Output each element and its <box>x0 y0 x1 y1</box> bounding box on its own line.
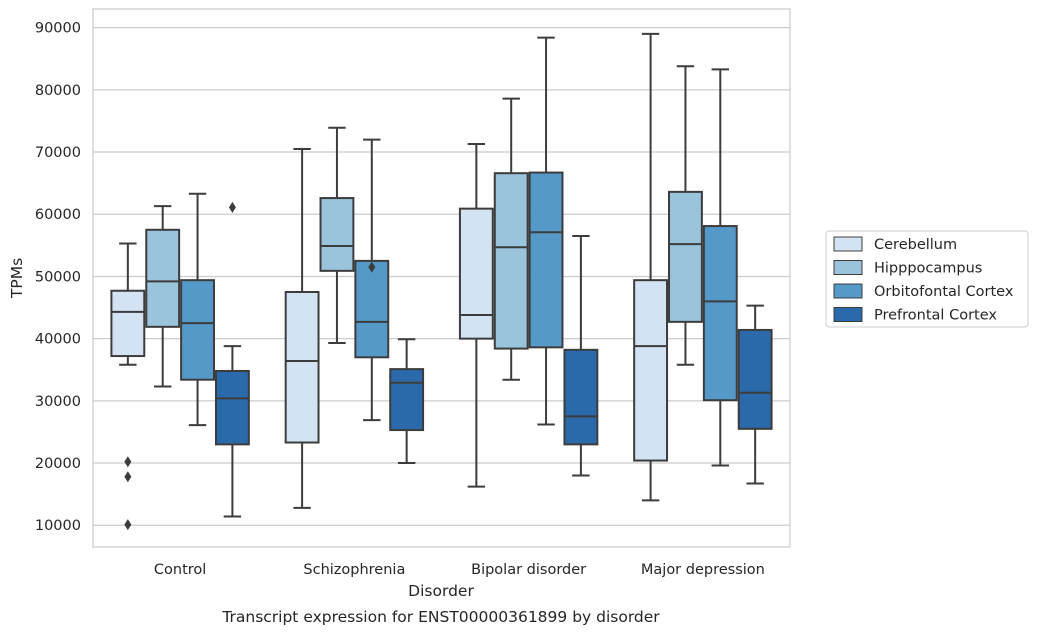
outlier-marker <box>124 519 132 531</box>
box-cerebellum <box>458 142 494 488</box>
y-tick-label: 50000 <box>35 269 81 285</box>
legend-swatch <box>833 260 863 275</box>
iqr-box <box>633 279 669 462</box>
iqr-box <box>702 225 738 402</box>
box-cerebellum <box>110 242 146 531</box>
iqr-box <box>563 348 599 446</box>
iqr-box <box>180 279 215 381</box>
legend-label: Hipppocampus <box>874 261 982 277</box>
iqr-box <box>737 328 773 430</box>
y-tick-label: 60000 <box>35 207 81 223</box>
y-tick-label: 30000 <box>35 394 81 410</box>
box-layer <box>110 32 773 531</box>
legend-swatch <box>833 283 863 299</box>
box-prefrontal-cortex <box>214 201 250 518</box>
outlier-marker <box>228 201 236 213</box>
box-cerebellum <box>284 147 320 509</box>
x-tick-label: Major depression <box>641 562 765 578</box>
legend-label: Orbitofontal Cortex <box>874 284 1014 300</box>
legend-swatch <box>833 307 863 322</box>
outlier-marker <box>124 456 132 468</box>
plot-frame <box>92 8 791 548</box>
box-hipppocampus <box>493 97 529 381</box>
box-orbitofontal-cortex <box>528 36 564 426</box>
box-prefrontal-cortex <box>737 304 773 485</box>
y-tick-label: 90000 <box>35 21 81 37</box>
iqr-box <box>528 171 564 349</box>
iqr-box <box>284 290 320 444</box>
iqr-box <box>214 369 250 446</box>
box-prefrontal-cortex <box>563 235 599 477</box>
legend: Cerebellum Hipppocampus Orbitofontal Corte… <box>825 230 1029 328</box>
legend-label: Prefrontal Cortex <box>874 308 997 324</box>
x-tick-label: Bipolar disorder <box>471 562 586 578</box>
outlier-marker <box>368 261 376 273</box>
y-tick-labels: 10000 20000 30000 40000 50000 60000 70000 80000… <box>35 21 81 535</box>
legend-swatch <box>833 236 863 252</box>
x-axis-label: Disorder <box>408 582 474 600</box>
y-tick-label: 40000 <box>35 332 81 348</box>
x-tick-label: Schizophrenia <box>303 562 405 578</box>
box-hipppocampus <box>668 65 703 366</box>
box-cerebellum <box>633 32 669 502</box>
iqr-box <box>668 190 703 323</box>
box-hipppocampus <box>319 126 355 344</box>
iqr-box <box>110 289 146 358</box>
y-tick-label: 20000 <box>35 456 81 472</box>
box-orbitofontal-cortex <box>180 192 215 427</box>
chart-caption: Transcript expression for ENST0000036189… <box>221 608 660 626</box>
iqr-box <box>354 259 390 359</box>
box-orbitofontal-cortex <box>702 68 738 467</box>
x-tick-label: Control <box>154 562 206 578</box>
box-prefrontal-cortex <box>389 338 425 465</box>
box-orbitofontal-cortex <box>354 138 390 422</box>
outlier-marker <box>124 471 132 483</box>
box-hipppocampus <box>145 205 181 388</box>
legend-items: Cerebellum Hipppocampus Orbitofontal Corte… <box>833 236 1014 324</box>
x-tick-labels: Control Schizophrenia Bipolar disorder Majo… <box>154 562 765 578</box>
iqr-box <box>389 368 425 432</box>
y-tick-label: 10000 <box>35 518 81 534</box>
legend-frame <box>825 230 1029 328</box>
iqr-box <box>458 207 494 340</box>
y-tick-label: 70000 <box>35 145 81 161</box>
y-tick-label: 80000 <box>35 83 81 99</box>
y-axis-label: TPMs <box>8 258 26 299</box>
iqr-box <box>145 228 181 328</box>
iqr-box <box>319 197 355 272</box>
legend-label: Cerebellum <box>874 237 957 253</box>
iqr-box <box>493 172 529 350</box>
